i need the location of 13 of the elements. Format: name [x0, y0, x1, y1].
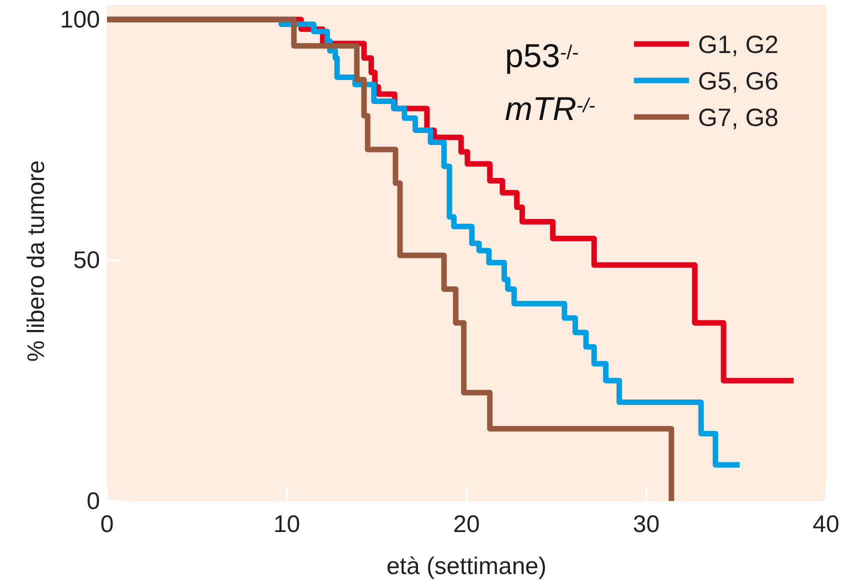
x-tick-label: 10 — [273, 511, 300, 538]
y-tick-label: 0 — [86, 488, 100, 515]
y-tick-label: 50 — [73, 247, 100, 274]
x-axis-title: età (settimane) — [386, 553, 547, 580]
y-axis-title: % libero da tumore — [23, 160, 50, 362]
text: p53$^{-/-}$ mTR$^{-/-}$ — [505, 37, 596, 127]
x-tick-label: 40 — [812, 511, 840, 538]
legend-label: G1, G2 — [698, 31, 779, 59]
y-tick-label: 100 — [60, 6, 100, 34]
x-tick-label: 30 — [632, 511, 660, 538]
legend-label: G7, G8 — [698, 104, 779, 132]
legend-label: G5, G6 — [698, 68, 779, 96]
x-tick-label: 20 — [453, 511, 480, 538]
